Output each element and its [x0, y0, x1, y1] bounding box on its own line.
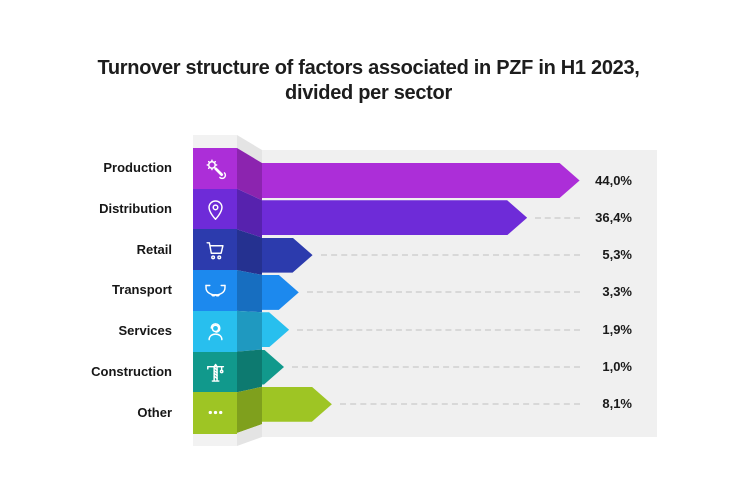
sector-label-services: Services	[118, 323, 173, 339]
chart-title: Turnover structure of factors associated…	[0, 56, 737, 106]
value-leader-retail	[320, 254, 580, 257]
value-leader-transport	[306, 291, 580, 294]
sector-label-distribution: Distribution	[99, 201, 172, 217]
sector-label-production: Production	[103, 160, 172, 176]
gear-wrench-icon	[206, 159, 226, 180]
value-label-production: 44,0%	[595, 172, 632, 188]
boat-icon	[204, 285, 226, 297]
sector-fold-other	[237, 386, 262, 433]
sector-label-retail: Retail	[136, 241, 172, 257]
sector-bar-production	[262, 163, 580, 198]
sector-icon-cell-production	[193, 148, 237, 190]
shopping-cart-icon	[205, 241, 224, 259]
top-cap-fold	[237, 135, 262, 163]
support-person-icon	[207, 323, 223, 341]
sector-fold-distribution	[237, 188, 262, 238]
sector-label-transport: Transport	[112, 282, 172, 298]
sector-icon-cell-other	[193, 392, 237, 434]
value-label-services: 1,9%	[602, 321, 632, 337]
location-pin-icon	[207, 200, 223, 220]
chart-title-line-2: divided per sector	[285, 82, 452, 104]
value-leader-other	[339, 403, 580, 406]
sector-icon-cell-services	[193, 310, 237, 353]
value-label-retail: 5,3%	[602, 247, 632, 263]
value-leader-distribution	[535, 216, 580, 219]
column-3d-fold	[237, 135, 262, 446]
sector-fold-construction	[237, 349, 262, 393]
ellipsis-icon	[208, 411, 222, 415]
value-label-transport: 3,3%	[602, 284, 632, 300]
sector-icon-cell-retail	[193, 229, 237, 271]
value-label-distribution: 36,4%	[595, 209, 632, 225]
value-label-construction: 1,0%	[602, 359, 632, 374]
sector-icon-cell-transport	[193, 270, 237, 312]
sector-fold-transport	[237, 270, 262, 313]
sector-fold-services	[237, 310, 262, 352]
sector-icon-cell-construction	[193, 351, 237, 393]
sector-fold-production	[237, 148, 262, 201]
sector-icon-cell-distribution	[193, 188, 237, 231]
sector-fold-retail	[237, 229, 262, 275]
column-top-cap	[193, 135, 237, 148]
sector-bar-distribution	[262, 200, 527, 235]
sector-label-other: Other	[137, 404, 172, 420]
sector-label-construction: Construction	[91, 363, 172, 379]
value-leader-construction	[292, 366, 580, 368]
column-bottom-cap	[193, 432, 237, 446]
value-label-other: 8,1%	[602, 396, 632, 412]
value-leader-services	[297, 328, 580, 331]
chart-title-line-1: Turnover structure of factors associated…	[97, 57, 640, 79]
bottom-cap-fold	[237, 424, 262, 446]
crane-icon	[206, 363, 224, 382]
